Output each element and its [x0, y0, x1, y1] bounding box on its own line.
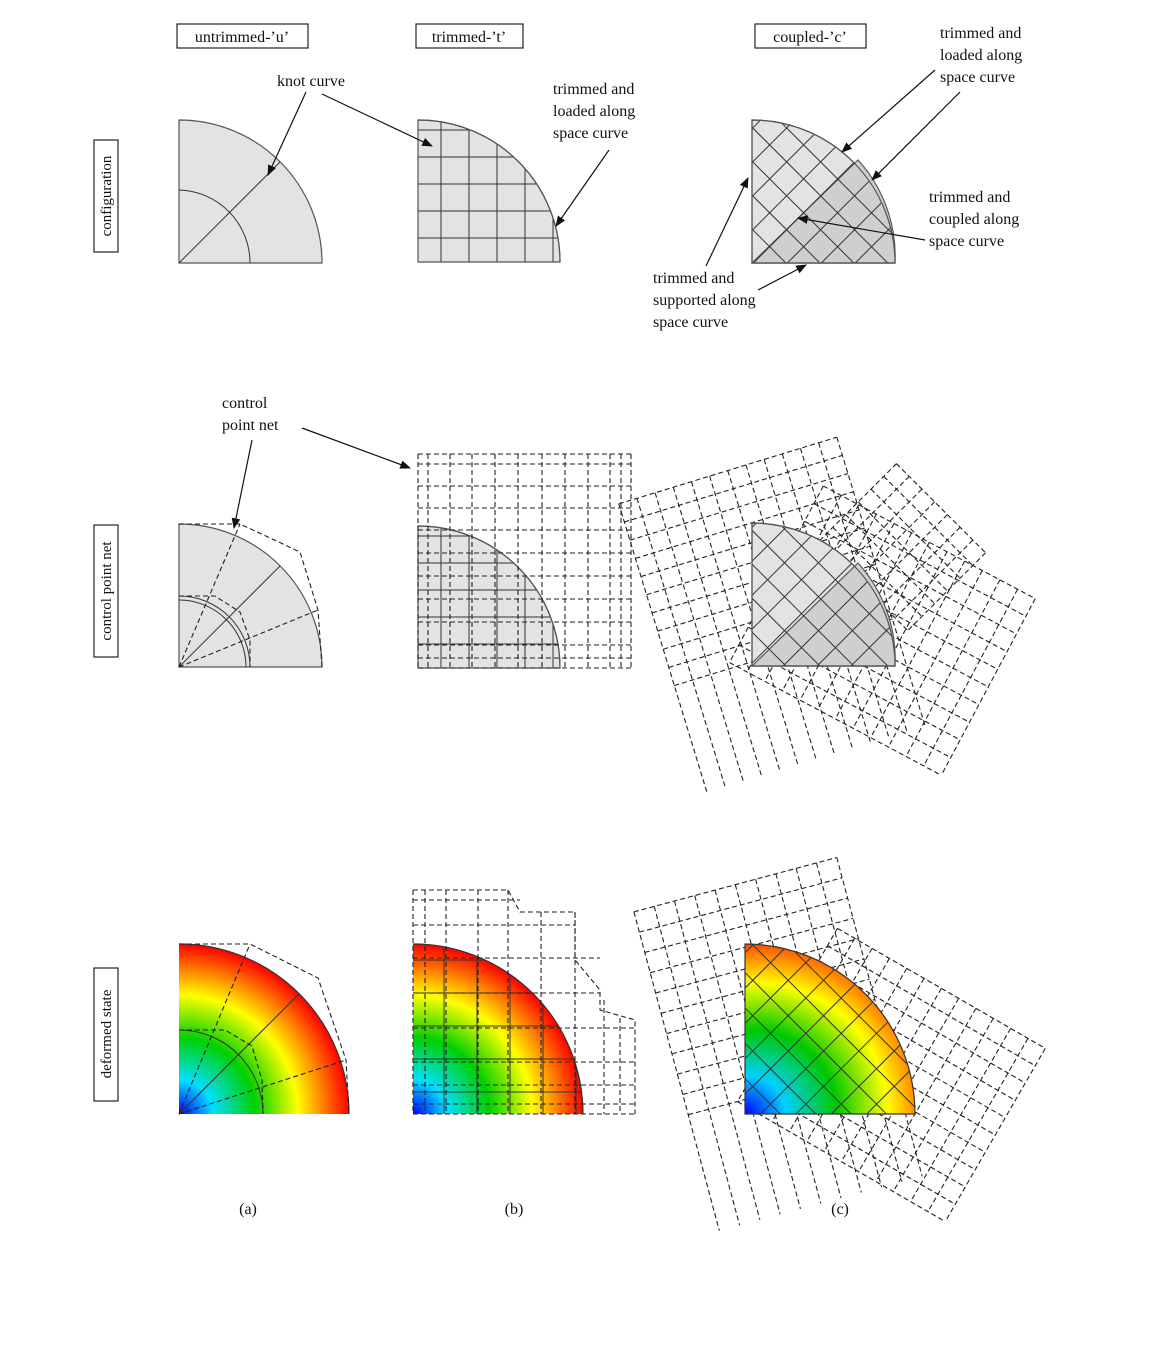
annotation-line-2: supported along — [653, 292, 756, 309]
annotation-line-3: space curve — [929, 233, 1004, 250]
header-coupled: coupled-’c’ — [754, 23, 867, 49]
cpnet-trimmed — [417, 453, 632, 669]
annotation-trimmed-coupled: trimmed and coupled along space curve — [796, 189, 1019, 250]
annotation-line-3: space curve — [653, 314, 728, 331]
header-untrimmed: untrimmed-’u’ — [176, 23, 309, 49]
deformed-trimmed — [412, 889, 636, 1115]
dashed-control-net — [417, 453, 632, 669]
knot-radial — [178, 161, 281, 264]
config-trimmed — [417, 119, 561, 263]
cpnet-coupled — [618, 436, 1036, 795]
row-label-control-point-net: control point net — [93, 524, 119, 658]
cpnet-untrimmed — [178, 523, 323, 668]
annotation-line-2: loaded along — [553, 103, 635, 120]
annotation-line-2: loaded along — [940, 47, 1022, 64]
header-label: coupled-’c’ — [773, 29, 847, 46]
stress-contour — [745, 944, 915, 1114]
dashed-control-net — [412, 889, 636, 1115]
annotation-line-3: space curve — [940, 69, 1015, 86]
caption-a: (a) — [239, 1201, 257, 1218]
header-label: trimmed-’t’ — [432, 29, 506, 46]
deformed-untrimmed — [178, 943, 350, 1115]
row-label-configuration: configuration — [93, 139, 119, 253]
annotation-control-point-net: control point net — [222, 395, 412, 530]
annotation-line-1: trimmed and — [929, 189, 1010, 206]
config-coupled — [750, 119, 896, 264]
trimmed-quarter-disc — [417, 525, 561, 669]
header-box — [176, 23, 309, 49]
annotation-trimmed-supported: trimmed and supported along space curve — [653, 177, 807, 331]
caption-c: (c) — [831, 1201, 849, 1218]
annotation-trimmed-loaded-c: trimmed and loaded along space curve — [841, 25, 1022, 181]
annotation-line-2: point net — [222, 417, 279, 434]
row-label-text: control point net — [99, 541, 115, 641]
row-label-text: deformed state — [99, 989, 115, 1078]
config-untrimmed — [178, 119, 323, 264]
header-box — [754, 23, 867, 49]
annotation-line-1: trimmed and — [940, 25, 1021, 42]
row-label-deformed-state: deformed state — [93, 967, 119, 1102]
annotation-label: knot curve — [277, 73, 345, 90]
row-label-box — [93, 524, 119, 658]
row-label-text: configuration — [99, 155, 115, 236]
header-box — [415, 23, 524, 49]
header-trimmed: trimmed-’t’ — [415, 23, 524, 49]
caption-b: (b) — [505, 1201, 524, 1218]
header-label: untrimmed-’u’ — [195, 29, 289, 46]
annotation-line-1: trimmed and — [653, 270, 734, 287]
annotation-line-1: trimmed and — [553, 81, 634, 98]
row-label-box — [93, 139, 119, 253]
stress-contour — [413, 944, 583, 1114]
control-polygon — [179, 943, 350, 1115]
row-label-box — [93, 967, 119, 1102]
annotation-line-1: control — [222, 395, 268, 412]
annotation-trimmed-loaded-t: trimmed and loaded along space curve — [553, 81, 635, 227]
control-polygon — [179, 523, 323, 668]
trimmed-quarter-disc — [417, 119, 561, 263]
annotation-knot-curve: knot curve — [267, 73, 433, 176]
annotation-line-2: coupled along — [929, 211, 1019, 228]
annotation-line-3: space curve — [553, 125, 628, 142]
